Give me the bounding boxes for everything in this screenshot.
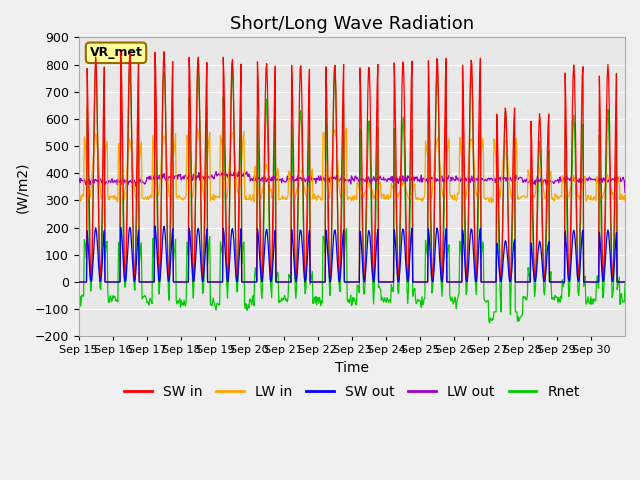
Title: Short/Long Wave Radiation: Short/Long Wave Radiation (230, 15, 474, 33)
X-axis label: Time: Time (335, 361, 369, 375)
Legend: SW in, LW in, SW out, LW out, Rnet: SW in, LW in, SW out, LW out, Rnet (118, 379, 586, 404)
Y-axis label: (W/m2): (W/m2) (15, 161, 29, 213)
Text: VR_met: VR_met (90, 46, 143, 60)
